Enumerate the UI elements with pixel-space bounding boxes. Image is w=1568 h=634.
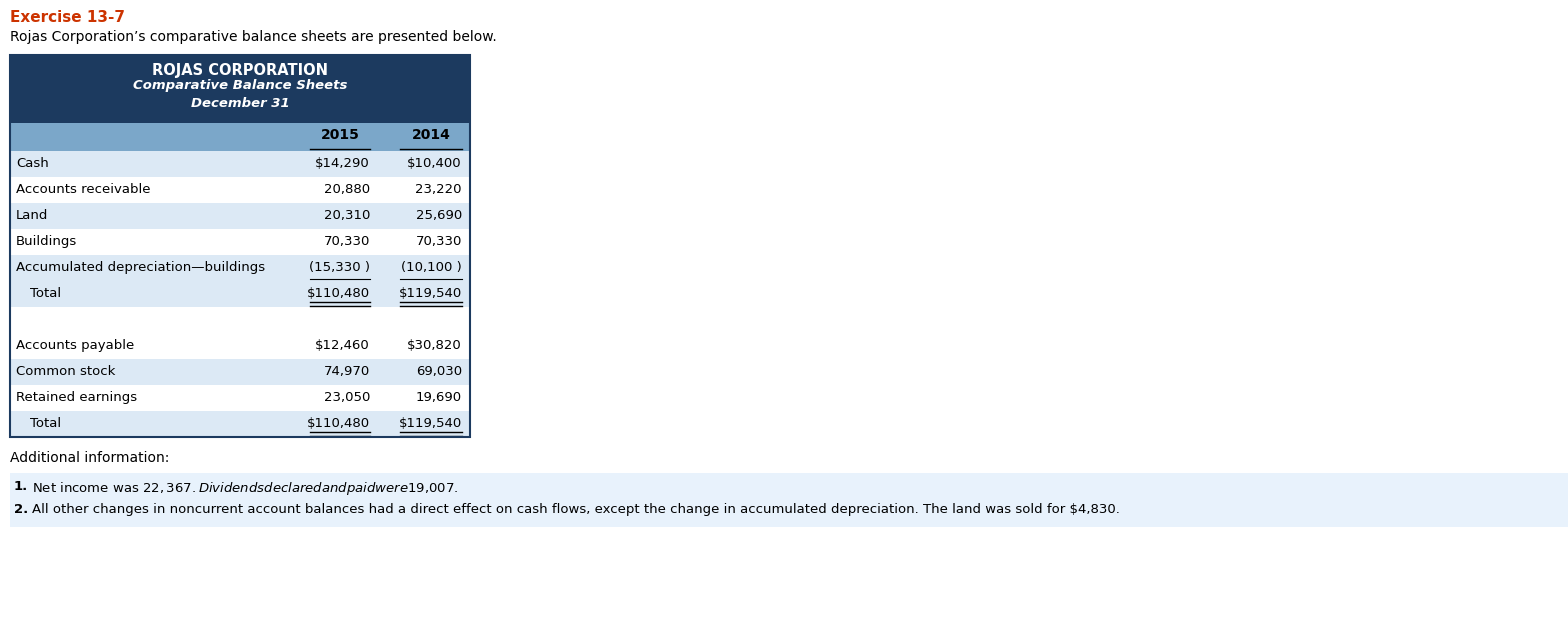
Text: Accounts payable: Accounts payable [16, 339, 135, 352]
Text: 2.: 2. [14, 503, 28, 516]
Text: Retained earnings: Retained earnings [16, 391, 136, 404]
Text: 20,880: 20,880 [325, 183, 370, 196]
Bar [9, 385, 470, 411]
Bar [9, 359, 470, 385]
Text: $12,460: $12,460 [315, 339, 370, 352]
Text: Land: Land [16, 209, 49, 222]
Text: Comparative Balance Sheets: Comparative Balance Sheets [133, 79, 347, 92]
Text: Buildings: Buildings [16, 235, 77, 248]
Bar [9, 281, 470, 307]
Text: 20,310: 20,310 [323, 209, 370, 222]
Bar [9, 411, 470, 437]
Text: 1.: 1. [14, 480, 28, 493]
Text: Additional information:: Additional information: [9, 451, 169, 465]
Text: Cash: Cash [16, 157, 49, 170]
Text: December 31: December 31 [191, 97, 290, 110]
Text: All other changes in noncurrent account balances had a direct effect on cash flo: All other changes in noncurrent account … [31, 503, 1120, 516]
Text: (15,330 ): (15,330 ) [309, 261, 370, 274]
Text: Accumulated depreciation—buildings: Accumulated depreciation—buildings [16, 261, 265, 274]
Text: Common stock: Common stock [16, 365, 116, 378]
Text: 23,050: 23,050 [323, 391, 370, 404]
Text: Total: Total [30, 287, 61, 300]
Text: $10,400: $10,400 [408, 157, 463, 170]
Text: $110,480: $110,480 [307, 287, 370, 300]
Text: 19,690: 19,690 [416, 391, 463, 404]
Text: 69,030: 69,030 [416, 365, 463, 378]
Bar [9, 55, 470, 123]
Bar [9, 203, 470, 229]
Text: Accounts receivable: Accounts receivable [16, 183, 151, 196]
Text: 70,330: 70,330 [323, 235, 370, 248]
Bar [9, 255, 470, 281]
Text: 70,330: 70,330 [416, 235, 463, 248]
Bar [9, 307, 470, 333]
Text: Total: Total [30, 417, 61, 430]
Text: $14,290: $14,290 [315, 157, 370, 170]
Bar [9, 177, 470, 203]
Bar [9, 229, 470, 255]
Bar [9, 55, 470, 437]
Text: 2014: 2014 [411, 128, 450, 142]
Bar [9, 123, 470, 151]
Text: ROJAS CORPORATION: ROJAS CORPORATION [152, 63, 328, 78]
Bar [9, 333, 470, 359]
Text: $119,540: $119,540 [398, 417, 463, 430]
Text: 2015: 2015 [320, 128, 359, 142]
Text: Rojas Corporation’s comparative balance sheets are presented below.: Rojas Corporation’s comparative balance … [9, 30, 497, 44]
Text: 23,220: 23,220 [416, 183, 463, 196]
Text: Net income was $22,367. Dividends declared and paid were $19,007.: Net income was $22,367. Dividends declar… [31, 480, 458, 497]
Text: $119,540: $119,540 [398, 287, 463, 300]
Text: $110,480: $110,480 [307, 417, 370, 430]
Text: (10,100 ): (10,100 ) [401, 261, 463, 274]
Text: 74,970: 74,970 [323, 365, 370, 378]
Text: Exercise 13-7: Exercise 13-7 [9, 10, 125, 25]
Text: 25,690: 25,690 [416, 209, 463, 222]
Bar [9, 151, 470, 177]
Text: $30,820: $30,820 [408, 339, 463, 352]
Bar [9, 473, 1568, 527]
